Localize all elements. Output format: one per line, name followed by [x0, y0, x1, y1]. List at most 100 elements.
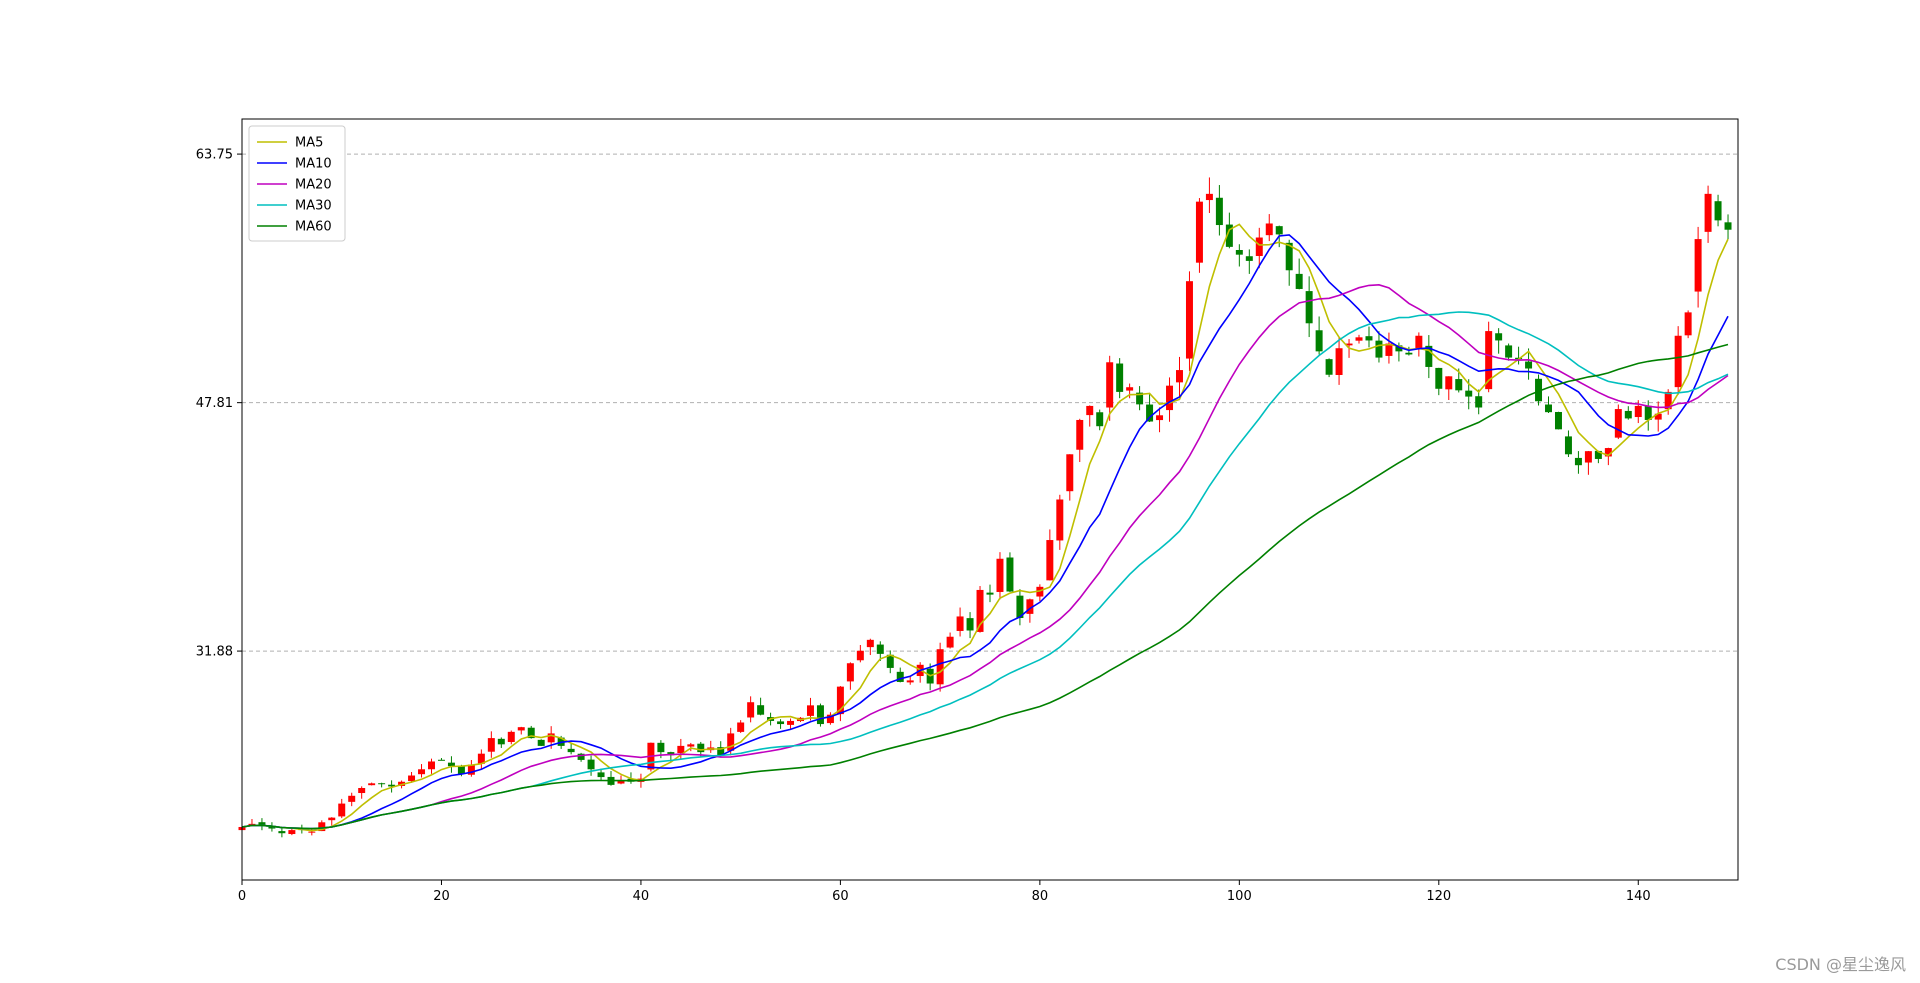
candle-body [1455, 379, 1463, 391]
candle-body [1335, 348, 1343, 375]
candle-body [896, 671, 904, 682]
candle-body [408, 775, 416, 782]
candle-body [1654, 413, 1662, 420]
candle-body [447, 762, 455, 767]
candle-body [687, 744, 695, 747]
candle-body [996, 558, 1004, 592]
candle-body [437, 759, 445, 761]
legend: MA5 MA10 MA20 MA30 MA60 [248, 125, 346, 242]
candle-body [836, 686, 844, 715]
candle-body [368, 783, 376, 786]
candle-body [1485, 331, 1493, 390]
series-line-ma10 [241, 234, 1729, 830]
x-tick-label: 60 [832, 889, 849, 904]
candle-body [1634, 405, 1642, 418]
candle-body [547, 733, 555, 743]
candle-body [727, 733, 735, 751]
x-tick-label: 120 [1426, 889, 1451, 904]
candle-body [976, 589, 984, 632]
candle-body [1375, 340, 1383, 358]
candle-body [1056, 499, 1064, 541]
x-tick-label: 140 [1626, 889, 1651, 904]
candle-body [1215, 197, 1223, 226]
axes-frame [241, 118, 1739, 881]
legend-entry: MA5 [295, 136, 323, 151]
candle-body [1275, 226, 1283, 235]
candle-body [1724, 222, 1732, 230]
candle-body [1195, 201, 1203, 263]
candle-body [1006, 557, 1014, 592]
candle-body [567, 748, 575, 753]
candle-body [1624, 410, 1632, 419]
candle-body [358, 787, 366, 794]
candle-body [1674, 335, 1682, 388]
candle-body [906, 680, 914, 683]
candle-body [497, 738, 505, 745]
candle-body [1185, 281, 1193, 359]
candle-body [1225, 224, 1233, 247]
candle-body [1694, 239, 1702, 292]
candle-body [487, 738, 495, 752]
candle-body [986, 592, 994, 595]
candle-body [737, 722, 745, 732]
candle-body [1445, 376, 1453, 390]
candle-body [667, 752, 675, 756]
candle-body [1535, 378, 1543, 402]
candle-body [477, 753, 485, 764]
candle-body [388, 784, 396, 787]
candle-body [1584, 451, 1592, 463]
y-axis: 31.88 47.81 63.75 [196, 148, 242, 660]
candle-body [1066, 454, 1074, 492]
candle-body [1156, 415, 1164, 421]
candle-body [1046, 540, 1054, 581]
candle-body [1305, 291, 1313, 324]
candle-body [1245, 256, 1253, 261]
candle-body [1475, 396, 1483, 408]
candle-body [787, 720, 795, 725]
candle-body [826, 714, 834, 724]
candle-body [1435, 367, 1443, 389]
candle-body [1345, 343, 1353, 346]
legend-entry: MA10 [295, 157, 332, 172]
candle-body [1425, 345, 1433, 367]
candles [238, 177, 1732, 838]
candle-body [308, 831, 316, 833]
moving-average-lines [241, 223, 1729, 832]
candle-body [886, 654, 894, 668]
candle-body [318, 822, 326, 832]
candle-body [946, 636, 954, 648]
candle-body [956, 616, 964, 631]
candle-body [1086, 405, 1094, 416]
watermark: CSDN @星尘逸风 [1775, 955, 1906, 974]
candle-body [876, 644, 884, 654]
candle-body [1604, 448, 1612, 457]
candle-body [757, 705, 765, 715]
candle-body [1116, 363, 1124, 392]
candle-body [1564, 436, 1572, 455]
candle-body [697, 743, 705, 753]
candle-body [1385, 343, 1393, 356]
candle-body [866, 639, 874, 648]
candle-body [856, 650, 864, 661]
candle-body [278, 831, 286, 834]
candle-body [816, 705, 824, 725]
candle-body [1395, 345, 1403, 352]
candle-body [587, 759, 595, 770]
candle-body [1265, 223, 1273, 236]
x-tick-label: 0 [238, 889, 246, 904]
candle-body [1315, 330, 1323, 352]
candle-body [1295, 273, 1303, 289]
candle-body [338, 803, 346, 817]
candle-body [1026, 599, 1034, 614]
candle-body [966, 618, 974, 631]
x-tick-label: 40 [633, 889, 650, 904]
candle-body [1505, 345, 1513, 358]
legend-entry: MA20 [295, 178, 332, 193]
candle-body [1465, 390, 1473, 397]
series-line-ma5 [241, 223, 1729, 832]
candle-body [418, 769, 426, 775]
x-axis: 0 20 40 60 80 100 120 140 [238, 880, 1651, 904]
candle-body [1285, 242, 1293, 271]
candle-body [1325, 359, 1333, 375]
candle-body [846, 663, 854, 682]
